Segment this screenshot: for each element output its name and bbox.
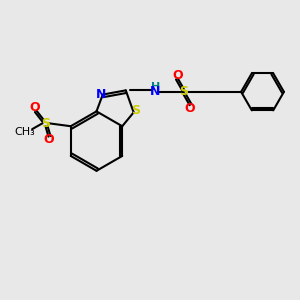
Text: S: S — [41, 117, 50, 130]
Text: S: S — [179, 85, 188, 98]
Text: O: O — [172, 69, 183, 82]
Text: S: S — [130, 104, 140, 117]
Text: O: O — [30, 101, 40, 114]
Text: N: N — [96, 88, 106, 101]
Text: CH₃: CH₃ — [14, 127, 35, 137]
Text: O: O — [43, 133, 54, 146]
Text: O: O — [184, 102, 195, 115]
Text: N: N — [150, 85, 161, 98]
Text: H: H — [151, 82, 160, 92]
